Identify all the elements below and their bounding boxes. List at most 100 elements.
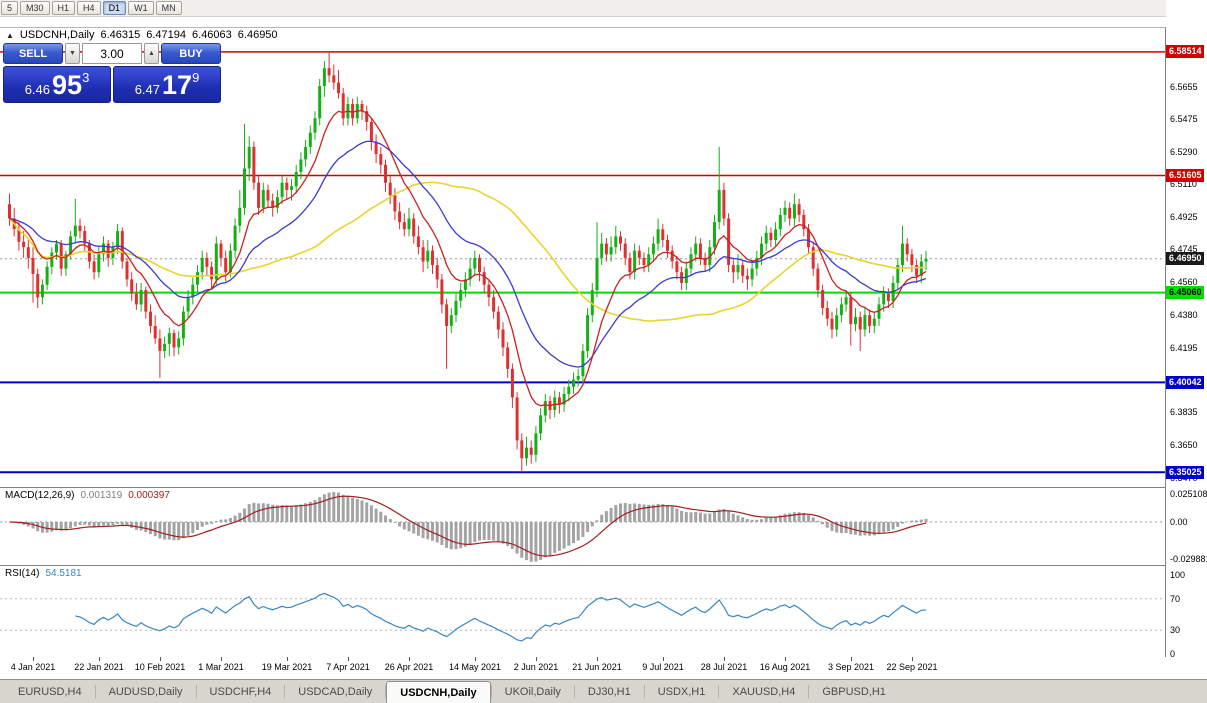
- tab-divider: [195, 685, 197, 698]
- date-label: 26 Apr 2021: [384, 662, 434, 672]
- tab-gbpusd-h1[interactable]: GBPUSD,H1: [822, 685, 886, 698]
- buy-price-display[interactable]: 6.47 17 9: [113, 66, 221, 103]
- tab-xauusd-h4[interactable]: XAUUSD,H4: [732, 685, 796, 698]
- price-scale-label: 6.5475: [1170, 114, 1198, 124]
- timeframe-button-h4[interactable]: H4: [77, 1, 101, 15]
- timeframe-button-5[interactable]: 5: [1, 1, 19, 15]
- candlestick-series[interactable]: [8, 51, 928, 473]
- collapse-chart-icon[interactable]: ▲: [6, 30, 14, 40]
- rsi-line: [75, 592, 927, 642]
- date-tick: [33, 657, 34, 661]
- ohlc-open: 6.46315: [100, 29, 141, 41]
- date-label: 21 Jun 2021: [572, 662, 622, 672]
- macd-histogram: [12, 492, 928, 562]
- date-label: 14 May 2021: [448, 662, 502, 672]
- ma-slow-yellow-line: [8, 181, 927, 322]
- date-label: 19 Mar 2021: [261, 662, 313, 672]
- date-label: 9 Jul 2021: [642, 662, 684, 672]
- axis-divider: [1165, 27, 1166, 657]
- macd-scale-label: 0.00: [1170, 517, 1188, 527]
- sell-button[interactable]: SELL: [3, 43, 63, 64]
- date-tick: [785, 657, 786, 661]
- price-scale-label: 6.5110: [1170, 179, 1197, 189]
- rsi-label: RSI(14) 54.5181: [5, 568, 82, 579]
- rsi-value: 54.5181: [45, 568, 82, 579]
- tab-eurusd-h4[interactable]: EURUSD,H4: [18, 685, 82, 698]
- ma-fast-red-line: [9, 110, 927, 407]
- macd-signal-value: 0.000397: [128, 490, 170, 501]
- buy-button[interactable]: BUY: [161, 43, 221, 64]
- support-resistance-lines[interactable]: [0, 51, 1165, 474]
- time-axis[interactable]: 4 Jan 2021 22 Jan 2021 10 Feb 2021 1 Mar 20…: [0, 656, 1165, 679]
- chart-symbol-label: USDCNH,Daily: [19, 29, 95, 41]
- main-chart-plot[interactable]: [0, 28, 1165, 487]
- tab-usdcnh-daily[interactable]: USDCNH,Daily: [386, 681, 491, 703]
- date-tick: [663, 657, 664, 661]
- tab-audusd-daily[interactable]: AUDUSD,Daily: [108, 685, 183, 698]
- tab-usdchf-h4[interactable]: USDCHF,H4: [209, 685, 272, 698]
- chevron-up-icon: ▲: [148, 50, 155, 57]
- buy-price-big: 17: [162, 69, 193, 100]
- current-price-badge: 6.46950: [1166, 252, 1204, 265]
- chart-tab-bar: EURUSD,H4 AUDUSD,Daily USDCHF,H4 USDCAD,Dai…: [0, 679, 1207, 703]
- ohlc-close: 6.46950: [237, 29, 278, 41]
- macd-signal-line: [9, 495, 927, 557]
- date-tick: [851, 657, 852, 661]
- rsi-scale-label: 70: [1170, 594, 1181, 604]
- volume-up-button[interactable]: ▲: [144, 43, 159, 64]
- buy-price-pip: 9: [192, 70, 200, 85]
- date-tick: [724, 657, 725, 661]
- timeframe-button-h1[interactable]: H1: [51, 1, 76, 15]
- date-tick: [221, 657, 222, 661]
- price-scale-label: 6.3835: [1170, 407, 1198, 417]
- macd-scale-label: 0.025108: [1170, 489, 1207, 499]
- price-scale-label: 6.4195: [1170, 343, 1198, 353]
- tab-dj30-h1[interactable]: DJ30,H1: [587, 685, 631, 698]
- volume-down-button[interactable]: ▼: [65, 43, 80, 64]
- tab-divider: [284, 685, 286, 698]
- tab-divider: [573, 685, 575, 698]
- ma-medium-blue-line: [9, 140, 927, 368]
- tab-divider: [808, 685, 810, 698]
- timeframe-button-m30[interactable]: M30: [20, 1, 50, 15]
- macd-label: MACD(12,26,9) 0.001319 0.000397: [5, 490, 170, 501]
- support-price-badge-1: 6.45060: [1166, 286, 1204, 299]
- date-tick: [536, 657, 537, 661]
- tab-usdcad-daily[interactable]: USDCAD,Daily: [298, 685, 373, 698]
- price-axis[interactable]: 6.5655 6.5475 6.5290 6.5110 6.4925 6.4745 6.45…: [1166, 0, 1207, 679]
- rsi-scale-label: 0: [1170, 649, 1176, 659]
- date-tick: [99, 657, 100, 661]
- panel-divider: [0, 565, 1207, 566]
- tab-divider: [718, 685, 720, 698]
- timeframe-button-mn[interactable]: MN: [155, 1, 182, 15]
- rsi-name: RSI(14): [5, 568, 40, 579]
- date-label: 7 Apr 2021: [326, 662, 370, 672]
- tab-ukoil-daily[interactable]: UKOil,Daily: [504, 685, 561, 698]
- rsi-panel[interactable]: [0, 566, 1165, 656]
- ohlc-low: 6.46063: [192, 29, 232, 41]
- price-scale-label: 6.4380: [1170, 310, 1198, 320]
- date-label: 16 Aug 2021: [759, 662, 811, 672]
- date-tick: [912, 657, 913, 661]
- date-label: 22 Jan 2021: [74, 662, 124, 672]
- date-tick: [160, 657, 161, 661]
- panel-divider: [0, 27, 1207, 28]
- volume-input[interactable]: 3.00: [82, 43, 142, 64]
- timeframe-button-d1[interactable]: D1: [102, 1, 127, 15]
- date-tick: [475, 657, 476, 661]
- sell-price-display[interactable]: 6.46 95 3: [3, 66, 111, 103]
- rsi-scale-label: 30: [1170, 625, 1181, 635]
- macd-panel[interactable]: [0, 488, 1165, 565]
- date-tick: [409, 657, 410, 661]
- tab-usdx-h1[interactable]: USDX,H1: [657, 685, 706, 698]
- price-scale-label: 6.5655: [1170, 82, 1198, 92]
- macd-name: MACD(12,26,9): [5, 490, 75, 501]
- price-scale-label: 6.4745: [1170, 244, 1198, 254]
- ohlc-high: 6.47194: [146, 29, 187, 41]
- one-click-trading-panel: SELL ▼ 3.00 ▲ BUY 6.46 95 3 6.47 17 9: [3, 43, 221, 103]
- sell-price-prefix: 6.46: [24, 82, 51, 97]
- resistance-price-badge-2: 6.51605: [1166, 169, 1204, 182]
- chevron-down-icon: ▼: [69, 50, 76, 57]
- tab-divider: [94, 685, 96, 698]
- timeframe-button-w1[interactable]: W1: [128, 1, 154, 15]
